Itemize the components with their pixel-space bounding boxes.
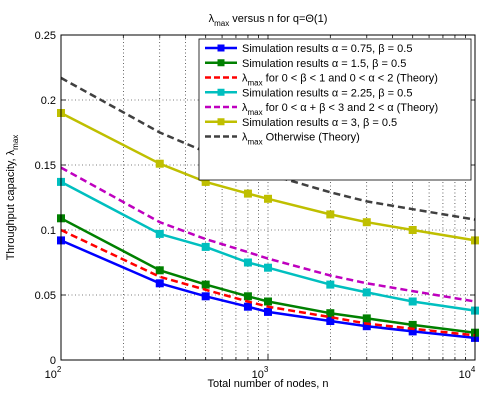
legend-label-7: λmax Otherwise (Theory) bbox=[242, 132, 360, 147]
legend-label-6: Simulation results α = 3, β = 0.5 bbox=[242, 117, 397, 129]
legend-lambda: λ bbox=[242, 102, 248, 114]
title-rest: versus n for q=Θ(1) bbox=[229, 13, 327, 25]
y-axis-label: Throughput capacity, λmax bbox=[5, 135, 20, 261]
y-tick-label: 0.05 bbox=[35, 290, 56, 302]
data-point-s6 bbox=[155, 159, 164, 168]
data-point-s1 bbox=[155, 279, 164, 288]
x-tick-base: 10 bbox=[252, 369, 264, 381]
title-lambda: λ bbox=[209, 13, 215, 25]
axes-frame bbox=[60, 34, 476, 361]
data-point-s4 bbox=[362, 288, 371, 297]
series-line-3 bbox=[60, 228, 476, 337]
y-tick-label: 0.2 bbox=[41, 95, 56, 107]
legend-marker-4 bbox=[217, 88, 225, 96]
legend-label-3: λmax for 0 < β < 1 and 0 < α < 2 (Theory… bbox=[242, 73, 438, 88]
data-point-s2 bbox=[362, 314, 371, 323]
data-point-s4 bbox=[243, 258, 252, 267]
data-point-s1 bbox=[201, 292, 210, 301]
x-tick-exponent: 4 bbox=[471, 365, 476, 374]
x-tick-label: 102 bbox=[45, 365, 62, 381]
data-point-s2 bbox=[326, 309, 335, 318]
data-point-s2 bbox=[243, 292, 252, 301]
legend-marker-1 bbox=[217, 44, 225, 52]
series-group bbox=[57, 76, 479, 342]
data-point-s6 bbox=[264, 194, 272, 203]
legend-label-rest: Otherwise (Theory) bbox=[263, 132, 360, 144]
data-point-s2 bbox=[155, 266, 164, 275]
data-point-s6 bbox=[243, 189, 252, 198]
legend-lambda: λ bbox=[242, 132, 248, 144]
legend-lambda: λ bbox=[242, 73, 248, 85]
data-point-s1 bbox=[326, 317, 335, 325]
legend-label-rest: for 0 < α + β < 3 and 2 < α (Theory) bbox=[263, 102, 439, 114]
legend-marker-6 bbox=[217, 118, 225, 126]
x-tick-label: 103 bbox=[252, 365, 269, 381]
y-tick-label: 0.1 bbox=[41, 225, 56, 237]
data-point-s1 bbox=[264, 307, 272, 316]
legend-subscript: max bbox=[248, 138, 263, 147]
legend: Simulation results α = 0.75, β = 0.5 Simu… bbox=[198, 38, 472, 181]
legend-label-5: λmax for 0 < α + β < 3 and 2 < α (Theory… bbox=[242, 102, 438, 117]
x-axis-label: Total number of nodes, n bbox=[207, 378, 328, 390]
data-point-s2 bbox=[264, 297, 272, 306]
data-point-s6 bbox=[408, 226, 417, 234]
legend-subscript: max bbox=[248, 79, 263, 88]
y-tick-label: 0 bbox=[50, 355, 56, 367]
legend-box bbox=[198, 38, 472, 181]
legend-label-2: Simulation results α = 1.5, β = 0.5 bbox=[242, 58, 406, 70]
data-point-s1 bbox=[243, 302, 252, 311]
data-point-s4 bbox=[326, 280, 335, 289]
legend-label-rest: for 0 < β < 1 and 0 < α < 2 (Theory) bbox=[263, 73, 438, 85]
data-point-s4 bbox=[155, 229, 164, 238]
y-tick-label: 0.15 bbox=[35, 160, 56, 172]
data-point-s2 bbox=[201, 280, 210, 289]
legend-subscript: max bbox=[248, 108, 263, 117]
title-subscript: max bbox=[214, 19, 229, 28]
data-point-s4 bbox=[408, 297, 417, 306]
y-label-subscript: max bbox=[11, 135, 20, 150]
legend-label-1: Simulation results α = 0.75, β = 0.5 bbox=[242, 43, 412, 55]
data-point-s6 bbox=[326, 210, 335, 219]
data-point-s6 bbox=[362, 218, 371, 227]
chart-title: λmax versus n for q=Θ(1) bbox=[209, 13, 328, 28]
y-label-main: Throughput capacity, λ bbox=[5, 149, 17, 260]
x-tick-base: 10 bbox=[45, 369, 57, 381]
x-tick-label: 104 bbox=[459, 365, 476, 381]
legend-marker-2 bbox=[217, 59, 225, 67]
x-tick-exponent: 3 bbox=[264, 365, 269, 374]
data-point-s4 bbox=[201, 242, 210, 251]
x-tick-base: 10 bbox=[459, 369, 471, 381]
x-tick-exponent: 2 bbox=[57, 365, 62, 374]
data-point-s4 bbox=[264, 263, 272, 272]
y-tick-label: 0.25 bbox=[35, 30, 56, 42]
legend-label-4: Simulation results α = 2.25, β = 0.5 bbox=[242, 87, 412, 99]
